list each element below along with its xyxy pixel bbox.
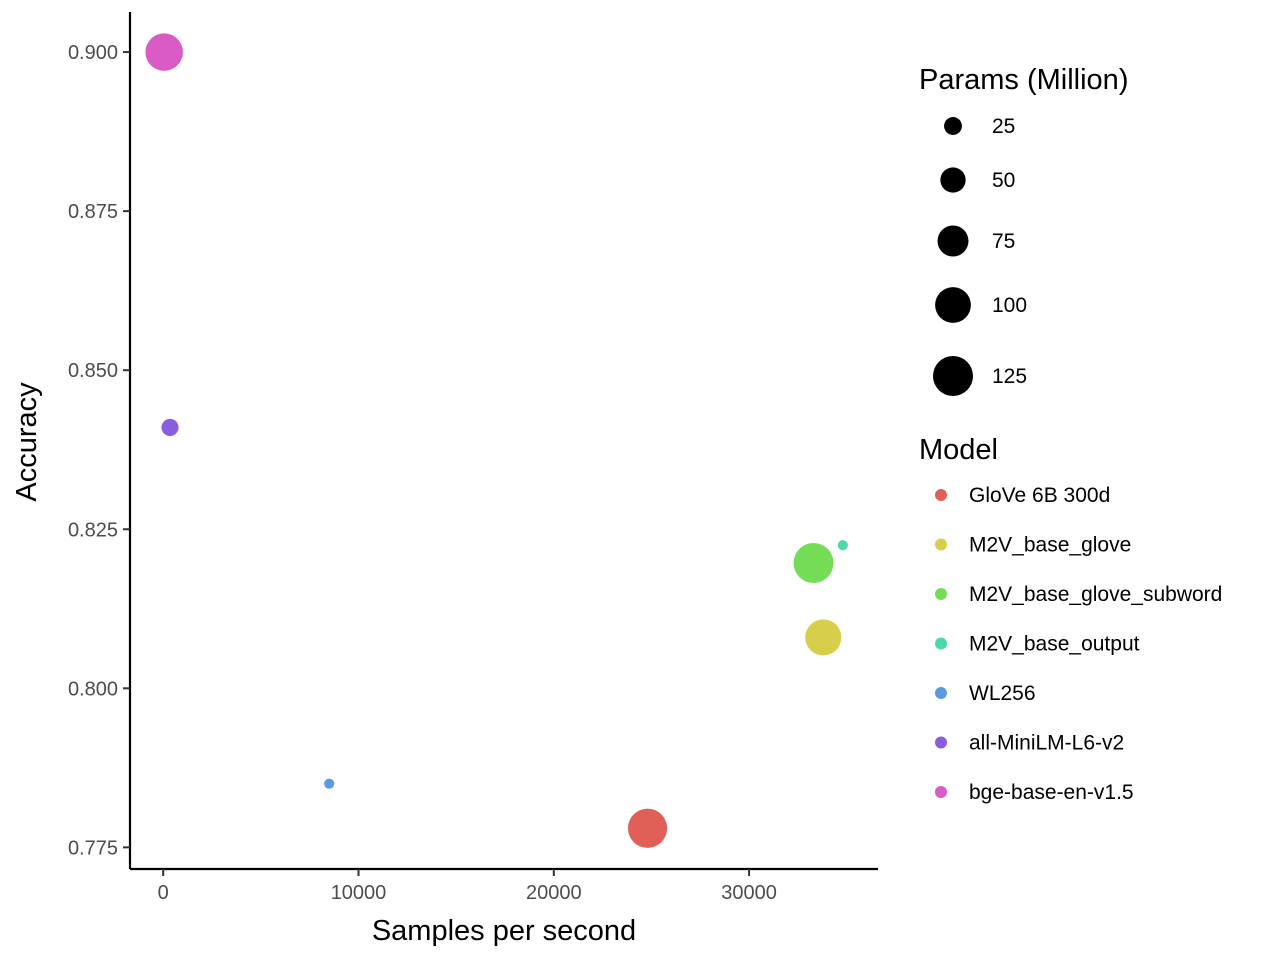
color-legend-label-4: WL256	[969, 682, 1036, 705]
size-legend-title: Params (Million)	[919, 64, 1128, 96]
size-legend-key-0	[944, 117, 962, 135]
data-point-6-0	[145, 33, 183, 71]
size-legend-label-0: 25	[992, 115, 1015, 138]
size-legend: 25 50 75 100 125	[933, 115, 1027, 396]
color-legend-label-5: all-MiniLM-L6-v2	[969, 732, 1124, 755]
color-legend: GloVe 6B 300d M2V_base_glove M2V_base_glov…	[935, 484, 1222, 804]
legend: Params (Million) 25 50 75 100 125 Model GloV…	[919, 64, 1222, 804]
color-legend-key-4	[935, 687, 947, 699]
size-legend-label-4: 125	[992, 365, 1027, 388]
x-tick-label-1: 10000	[331, 882, 387, 904]
color-legend-key-0	[935, 489, 947, 501]
color-legend-label-1: M2V_base_glove	[969, 534, 1131, 557]
size-legend-label-1: 50	[992, 169, 1015, 192]
data-point-4-0	[324, 778, 335, 789]
color-legend-key-6	[935, 786, 947, 798]
data-point-2-0	[793, 542, 834, 583]
data-point-0-0	[627, 808, 668, 848]
y-tick-label-4: 0.875	[68, 201, 118, 223]
y-tick-label-1: 0.800	[68, 678, 118, 700]
y-tick-label-2: 0.825	[68, 519, 118, 541]
x-tick-label-3: 30000	[721, 882, 777, 904]
size-legend-key-3	[935, 287, 971, 323]
color-legend-label-3: M2V_base_output	[969, 633, 1140, 656]
data-point-5-0	[161, 418, 179, 437]
y-tick-label-5: 0.900	[68, 42, 118, 64]
size-legend-label-3: 100	[992, 294, 1027, 317]
color-legend-label-2: M2V_base_glove_subword	[969, 583, 1222, 606]
y-tick-label-0: 0.775	[68, 837, 118, 859]
size-legend-key-4	[933, 356, 973, 396]
x-tick-label-2: 20000	[526, 882, 582, 904]
size-legend-key-1	[940, 167, 966, 193]
color-legend-key-1	[935, 538, 947, 551]
color-legend-label-6: bge-base-en-v1.5	[969, 781, 1134, 804]
x-tick-label-0: 0	[158, 882, 169, 904]
data-point-1-0	[805, 619, 842, 656]
color-legend-key-2	[935, 588, 947, 600]
color-legend-key-5	[935, 736, 947, 749]
x-axis-title: Samples per second	[372, 915, 636, 947]
data-point-3-0	[837, 540, 848, 551]
size-legend-label-2: 75	[992, 230, 1015, 253]
size-legend-key-2	[937, 225, 969, 257]
y-axis-title: Accuracy	[11, 382, 43, 502]
y-tick-label-3: 0.850	[68, 360, 118, 382]
color-legend-key-3	[935, 637, 947, 650]
plot-points	[145, 33, 848, 848]
color-legend-label-0: GloVe 6B 300d	[969, 484, 1110, 507]
axes: 0 10000 20000 30000 0.775 0.800 0.825 0.850 0.87…	[68, 12, 878, 904]
color-legend-title: Model	[919, 434, 998, 466]
